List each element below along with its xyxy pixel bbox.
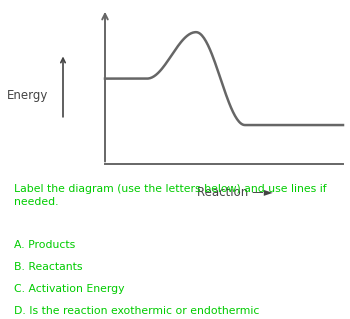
Text: D. Is the reaction exothermic or endothermic: D. Is the reaction exothermic or endothe… bbox=[14, 306, 259, 316]
Text: A. Products: A. Products bbox=[14, 241, 75, 250]
Text: B. Reactants: B. Reactants bbox=[14, 262, 83, 272]
Text: C. Activation Energy: C. Activation Energy bbox=[14, 284, 125, 294]
Text: Label the diagram (use the letters below) and use lines if
needed.: Label the diagram (use the letters below… bbox=[14, 184, 327, 207]
Text: Reaction —►: Reaction —► bbox=[197, 186, 272, 199]
Text: Energy: Energy bbox=[7, 89, 49, 102]
